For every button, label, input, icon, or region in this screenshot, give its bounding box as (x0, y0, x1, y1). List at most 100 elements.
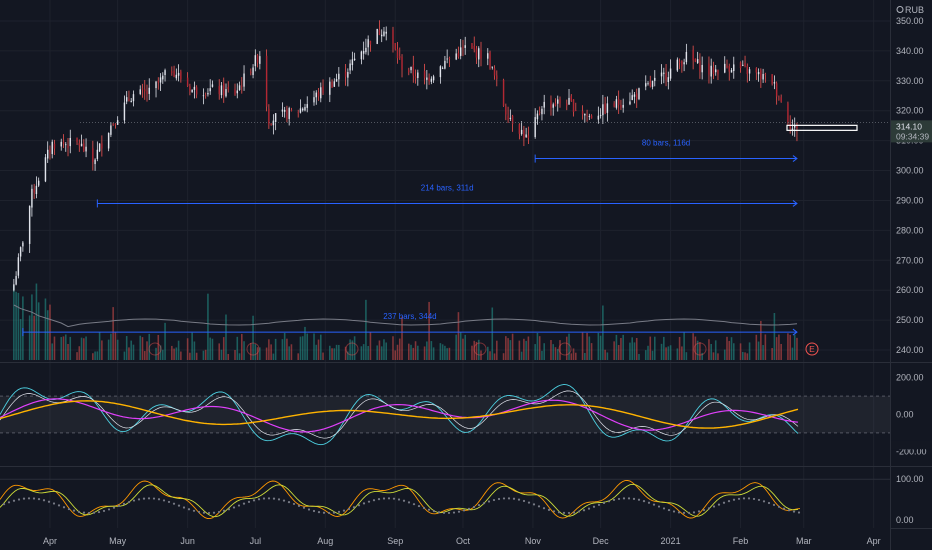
candle-body (195, 87, 198, 95)
candle-body (773, 82, 776, 84)
osc-dot (542, 507, 546, 510)
osc-dot (177, 504, 181, 507)
volume-bar (739, 343, 742, 360)
candle-body (227, 86, 229, 90)
candle-body (114, 123, 117, 125)
osc-dot (777, 505, 781, 508)
event-marker-icon (693, 342, 707, 356)
osc-dot (107, 508, 111, 511)
volume-bar (265, 347, 268, 360)
candle-body (28, 205, 31, 244)
osc-dot (522, 499, 526, 503)
candle-body (396, 49, 399, 59)
candle-body (604, 103, 606, 114)
candle-body (392, 29, 394, 45)
candle-body (376, 28, 378, 44)
candle-body (22, 242, 24, 247)
candle-body (250, 71, 252, 73)
candle-body (53, 143, 56, 149)
candle-body (13, 284, 15, 291)
volume-bar (523, 338, 525, 360)
candle-body (175, 74, 178, 79)
candle-body (272, 120, 275, 126)
osc-dot (417, 504, 421, 508)
volume-bar (678, 336, 681, 360)
osc-dot (222, 509, 226, 512)
candle-body (286, 109, 288, 120)
volume-bar (392, 336, 394, 360)
volume-bar (211, 338, 214, 360)
event-marker-icon (148, 342, 162, 356)
candle-body (265, 55, 268, 107)
candle-body (475, 48, 478, 58)
osc-dot (567, 511, 571, 515)
volume-bar (663, 336, 665, 360)
candle-body (430, 78, 433, 82)
volume-bar (130, 340, 132, 360)
osc-dot (292, 502, 296, 506)
osc-dot (622, 497, 626, 500)
candle-body (94, 159, 96, 165)
countdown-value: 09:34:39 (896, 131, 929, 141)
candle-body (49, 149, 51, 153)
candle-body (733, 64, 735, 72)
candle-body (218, 86, 220, 95)
candle-body (98, 143, 101, 152)
candle-body (92, 148, 94, 162)
volume-bar (613, 341, 615, 360)
osc-dot (287, 501, 291, 504)
event-marker-icon (558, 342, 572, 356)
volume-bar (444, 345, 446, 360)
candle-body (584, 113, 586, 116)
osc-dot (517, 498, 521, 501)
volume-bar (685, 352, 688, 360)
osc-dot (212, 511, 216, 514)
price-tick-label: 320.00 (896, 106, 924, 116)
osc-dot (472, 505, 476, 509)
candle-body (220, 85, 223, 96)
candle-body (288, 108, 290, 119)
candle-body (301, 108, 304, 111)
osc-dot (197, 510, 201, 514)
price-tick-label: 240.00 (896, 345, 924, 355)
osc-dot (82, 511, 86, 514)
settings-gear-icon[interactable] (896, 6, 904, 13)
volume-bar (317, 339, 320, 360)
cci-slow-line (0, 400, 799, 429)
volume-bar (338, 344, 340, 360)
candle-body (85, 146, 87, 152)
volume-bar (683, 332, 685, 360)
volume-bar (209, 337, 211, 360)
volume-bar (588, 336, 591, 360)
candle-body (620, 105, 622, 108)
osc-dot (137, 498, 141, 501)
volume-bar (570, 353, 573, 360)
osc-dot (662, 507, 666, 510)
osc-dot (77, 510, 81, 513)
volume-bar (401, 316, 403, 360)
volume-bar (511, 333, 514, 360)
volume-bar (412, 347, 415, 360)
volume-bar (796, 337, 798, 360)
candle-body (581, 111, 584, 115)
candle-body (757, 72, 760, 75)
candle-body (202, 95, 205, 97)
volume-bar (353, 336, 356, 360)
volume-bar (19, 319, 22, 360)
candle-body (338, 73, 340, 80)
candle-body (234, 89, 236, 95)
volume-bar (98, 332, 101, 360)
volume-bar (633, 342, 636, 360)
volume-bar (565, 336, 568, 360)
osc-dot (327, 511, 331, 515)
volume-bar (349, 339, 351, 360)
osc-dot (277, 498, 281, 501)
volume-bar (477, 339, 480, 360)
volume-bar (96, 351, 99, 360)
candle-body (162, 75, 164, 80)
volume-bar (37, 302, 40, 360)
candle-body (692, 49, 694, 61)
indicator-1-pane (0, 383, 890, 446)
osc-dot (37, 498, 41, 501)
